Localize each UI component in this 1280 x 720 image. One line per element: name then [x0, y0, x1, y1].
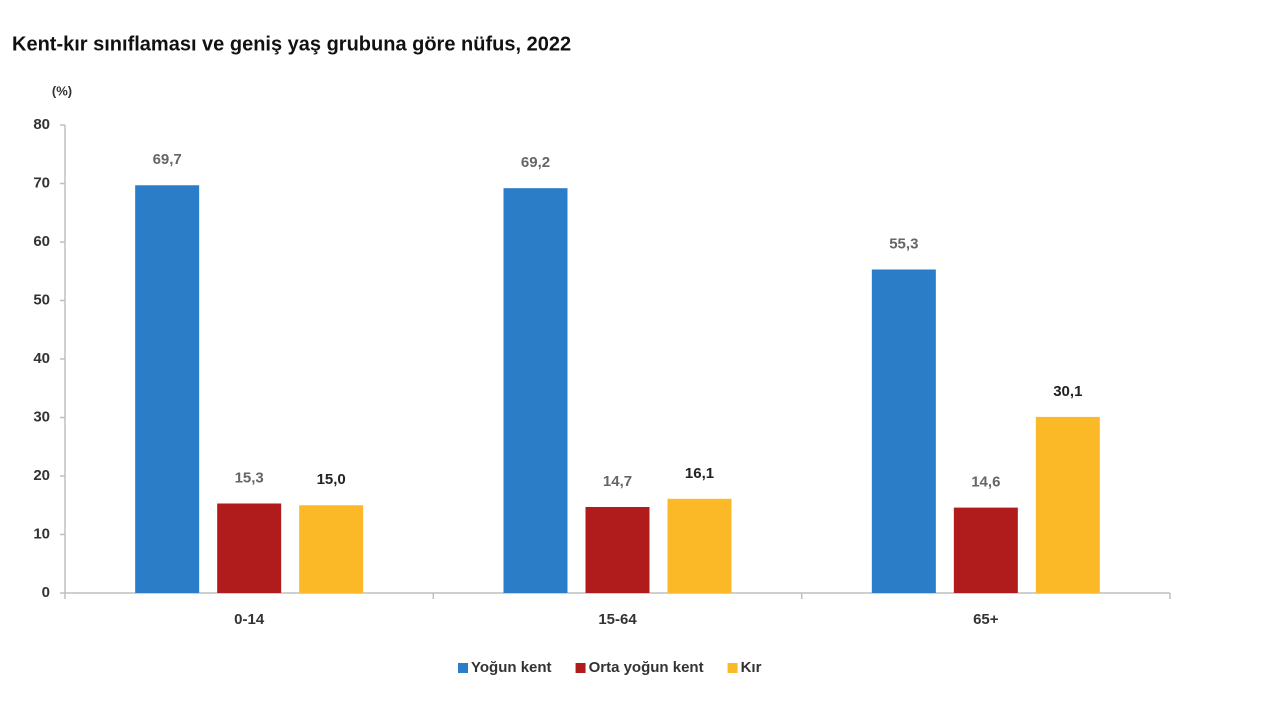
value-label: 14,7 — [603, 473, 632, 490]
value-label: 69,2 — [521, 154, 550, 171]
value-label: 15,0 — [317, 471, 346, 488]
value-label: 15,3 — [235, 469, 264, 486]
y-tick-label: 0 — [42, 584, 50, 601]
legend-label: Kır — [741, 659, 762, 676]
legend-swatch — [575, 663, 586, 673]
value-label: 16,1 — [685, 465, 714, 482]
bar — [217, 503, 282, 593]
y-tick-label: 50 — [33, 291, 50, 308]
bar — [953, 507, 1018, 593]
legend-label: Yoğun kent — [471, 659, 552, 676]
y-tick-label: 70 — [33, 174, 50, 191]
bar — [585, 507, 650, 593]
value-label: 14,6 — [971, 474, 1000, 491]
y-tick-label: 30 — [33, 408, 50, 425]
x-tick-label: 65+ — [973, 611, 999, 628]
bar — [299, 505, 364, 593]
legend-swatch — [727, 663, 738, 673]
legend-label: Orta yoğun kent — [589, 659, 704, 676]
bar — [1035, 416, 1100, 593]
value-label: 69,7 — [153, 151, 182, 168]
y-tick-label: 10 — [33, 525, 50, 542]
x-tick-label: 0-14 — [234, 611, 265, 628]
bar — [667, 498, 732, 593]
value-label: 55,3 — [889, 235, 918, 252]
chart-title: Kent-kır sınıflaması ve geniş yaş grubun… — [12, 33, 571, 55]
y-tick-label: 80 — [33, 116, 50, 133]
y-tick-label: 60 — [33, 233, 50, 250]
legend-swatch — [458, 663, 468, 673]
bar — [135, 185, 200, 593]
value-label: 30,1 — [1053, 383, 1082, 400]
y-tick-label: 20 — [33, 467, 50, 484]
y-tick-label: 40 — [33, 350, 50, 367]
y-axis-label: (%) — [52, 83, 72, 98]
bar — [503, 188, 568, 593]
bar — [871, 269, 936, 593]
x-tick-label: 15-64 — [598, 611, 637, 628]
